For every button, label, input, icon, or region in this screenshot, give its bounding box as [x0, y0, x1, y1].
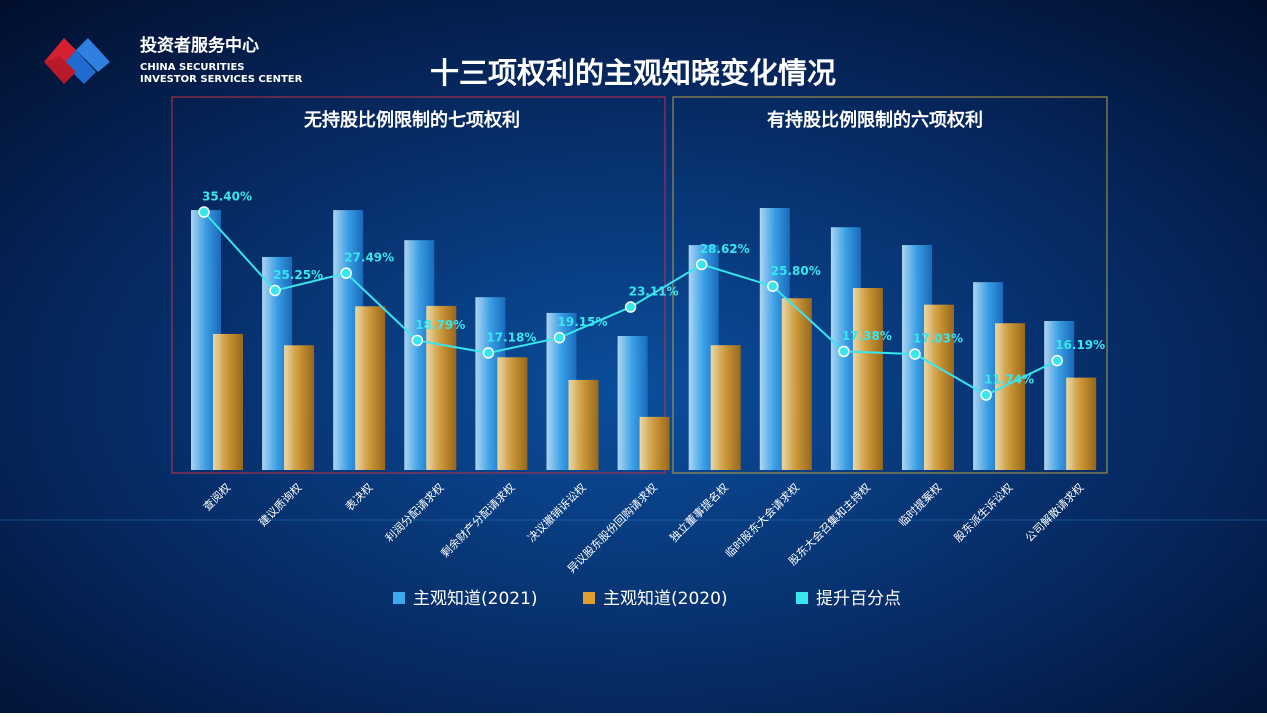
- value-label: 27.49%: [344, 251, 394, 265]
- value-label: 17.18%: [486, 330, 536, 344]
- logo-en: INVESTOR SERVICES CENTER: [140, 74, 303, 85]
- point: [198, 206, 210, 218]
- bar: [781, 298, 812, 470]
- point: [980, 389, 992, 401]
- bar: [568, 379, 599, 470]
- value-label: 11.74%: [984, 373, 1034, 387]
- value-label: 35.40%: [202, 190, 252, 204]
- point: [1051, 354, 1063, 367]
- legend-label: 主观知道(2021): [413, 589, 538, 609]
- group-box: [672, 96, 1108, 474]
- legend-swatch: [393, 592, 405, 604]
- point: [695, 258, 708, 271]
- bar: [710, 345, 741, 470]
- bar: [924, 304, 954, 470]
- point: [411, 334, 424, 347]
- point: [553, 331, 566, 344]
- point: [767, 280, 779, 293]
- point: [838, 345, 850, 358]
- logo-en: CHINA SECURITIES: [140, 62, 245, 73]
- point: [482, 347, 495, 359]
- chart-title: 十三项权利的主观知晓变化情况: [430, 56, 836, 90]
- bar: [995, 323, 1026, 470]
- bar: [497, 357, 528, 470]
- value-label: 23.11%: [629, 285, 679, 299]
- value-label: 19.15%: [558, 315, 608, 329]
- bar: [213, 333, 243, 470]
- legend-label: 提升百分点: [816, 589, 901, 609]
- bar: [355, 306, 386, 470]
- value-label: 16.19%: [1055, 338, 1105, 352]
- value-label: 25.80%: [771, 264, 821, 278]
- point: [269, 284, 281, 297]
- point: [909, 348, 921, 360]
- legend-swatch: [796, 592, 808, 604]
- point: [340, 267, 352, 279]
- bar: [639, 416, 670, 470]
- legend-label: 主观知道(2020): [603, 589, 728, 609]
- value-label: 18.79%: [415, 318, 465, 332]
- group-title: 无持股比例限制的七项权利: [304, 109, 520, 131]
- value-label: 28.62%: [700, 242, 750, 256]
- group-box: [171, 96, 666, 474]
- bar: [852, 288, 883, 470]
- logo-name: 投资者服务中心: [140, 35, 259, 56]
- group-title: 有持股比例限制的六项权利: [767, 109, 983, 131]
- logo: [44, 38, 110, 84]
- bar: [284, 345, 315, 470]
- bar: [426, 305, 457, 470]
- bar: [1066, 377, 1097, 470]
- value-label: 17.03%: [913, 332, 963, 346]
- value-label: 25.25%: [273, 268, 323, 282]
- legend-swatch: [583, 592, 595, 604]
- value-label: 17.38%: [842, 329, 892, 343]
- point: [624, 301, 637, 313]
